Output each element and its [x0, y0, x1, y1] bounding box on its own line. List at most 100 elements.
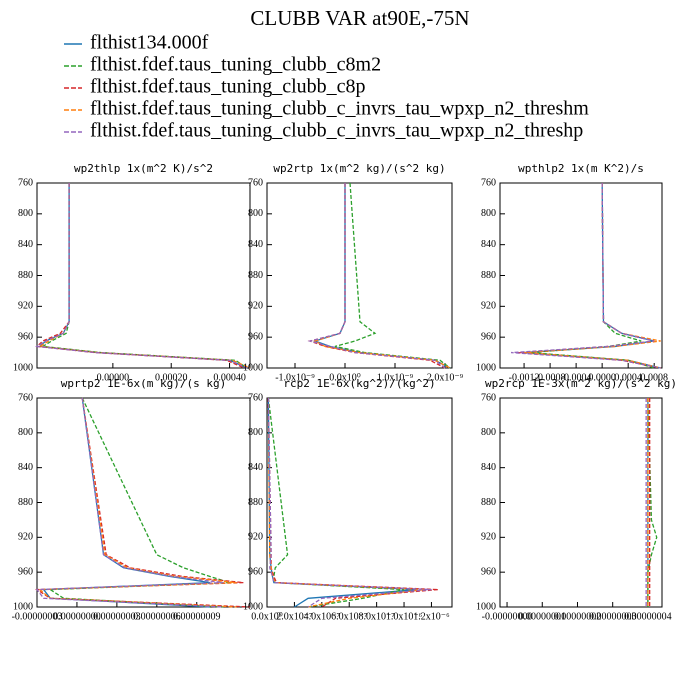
- x-tick-label: 2.0x10⁻⁷: [276, 611, 313, 622]
- y-tick-label: 1000: [243, 601, 263, 612]
- panel: wp2thlp 1x(m^2 K)/s^2 760 800 840 880 920 960 1…: [13, 162, 251, 383]
- plot-frame: [499, 182, 663, 369]
- y-tick-label: 760: [481, 177, 496, 188]
- y-tick-label: 880: [18, 497, 33, 508]
- y-tick-label: 960: [481, 566, 496, 577]
- profile-line: [35, 183, 248, 369]
- profile-line: [511, 182, 661, 369]
- y-tick-label: 840: [481, 462, 496, 473]
- profile-line: [267, 397, 418, 608]
- x-tick-label: 0.00000003: [93, 611, 141, 622]
- y-tick-label: 960: [248, 331, 263, 342]
- y-tick-label: 920: [481, 301, 496, 312]
- y-tick-label: 920: [18, 532, 33, 543]
- x-tick-label: 0.00020: [155, 372, 188, 383]
- panel: wp2rcp 1E-3x(m^2 kg)/(s^2 kg) 760 800 840 88…: [476, 377, 677, 622]
- y-tick-label: 1000: [13, 601, 33, 612]
- profile-line: [313, 183, 451, 369]
- y-tick-label: 960: [248, 566, 263, 577]
- y-tick-label: 840: [18, 239, 33, 250]
- panel-title: wprtp2 1E-6x(m kg)/(s kg): [61, 377, 227, 390]
- x-tick-label: 0.0x10⁰: [329, 372, 361, 383]
- x-tick-label: 2.0x10⁻⁹: [427, 372, 464, 383]
- x-tick-label: 0.00000002: [554, 611, 602, 622]
- y-tick-label: 880: [18, 270, 33, 281]
- profile-line: [267, 397, 405, 608]
- x-tick-label: 4.0x10⁻⁷: [304, 611, 341, 622]
- profile-line: [48, 397, 231, 608]
- x-tick-label: 1.2x10⁻⁶: [413, 611, 450, 622]
- profile-line: [37, 397, 237, 608]
- panel: wpthlp2 1x(m K^2)/s 760 800 840 880 920 960 100…: [476, 162, 668, 383]
- y-tick-label: 1000: [476, 601, 496, 612]
- x-tick-label: 1.0x10⁻⁹: [377, 372, 414, 383]
- legend-label: flthist.fdef.taus_tuning_clubb_c_invrs_t…: [90, 120, 583, 142]
- legend-label: flthist134.000f: [90, 32, 209, 54]
- profile-line: [38, 183, 248, 369]
- profile-line: [35, 397, 224, 608]
- profile-line: [37, 183, 251, 369]
- y-tick-label: 840: [248, 239, 263, 250]
- profile-line: [334, 182, 451, 369]
- x-tick-label: 0.00000003: [589, 611, 637, 622]
- panel-title: wp2rtp 1x(m^2 kg)/(s^2 kg): [273, 162, 445, 175]
- x-tick-label: 0.0004: [614, 372, 642, 383]
- y-tick-label: 800: [18, 208, 33, 219]
- x-tick-label: 0.0008: [640, 372, 668, 383]
- y-tick-label: 880: [481, 270, 496, 281]
- x-tick-label: 0.00000006: [133, 611, 181, 622]
- x-tick-label: -0.0012: [509, 372, 540, 383]
- x-tick-label: -0.0008: [535, 372, 566, 383]
- x-tick-label: -0.00000003: [12, 611, 63, 622]
- profile-line: [530, 182, 655, 369]
- x-tick-label: 0.00000000: [53, 611, 101, 622]
- y-tick-label: 920: [481, 532, 496, 543]
- panel: rcp2 1E-6x(kg^2)/(kg^2) 760 800 840 880 920 96…: [243, 377, 453, 622]
- x-tick-label: -0.0004: [561, 372, 592, 383]
- y-tick-label: 960: [18, 331, 33, 342]
- profile-line: [312, 183, 451, 369]
- y-tick-label: 1000: [13, 362, 33, 373]
- y-tick-label: 800: [481, 427, 496, 438]
- x-tick-label: 0.0x10⁰: [251, 611, 283, 622]
- panels: wp2thlp 1x(m^2 K)/s^2 760 800 840 880 920 960 1…: [12, 162, 677, 622]
- profile-line: [42, 397, 211, 608]
- profile-line: [34, 397, 251, 608]
- figure-title: CLUBB VAR at90E,-75N: [250, 6, 469, 30]
- y-tick-label: 880: [248, 497, 263, 508]
- plot-frame: [266, 182, 453, 369]
- y-tick-label: 800: [481, 208, 496, 219]
- y-tick-label: 760: [18, 392, 33, 403]
- y-tick-label: 760: [248, 177, 263, 188]
- profile-line: [267, 397, 425, 608]
- panel-title: wpthlp2 1x(m K^2)/s: [518, 162, 644, 175]
- x-tick-label: 6.0x10⁻⁷: [331, 611, 368, 622]
- x-tick-label: 1.0x10⁻⁶: [386, 611, 423, 622]
- x-tick-label: -1.0x10⁻⁹: [275, 372, 315, 383]
- panel-title: rcp2 1E-6x(kg^2)/(kg^2): [283, 377, 435, 390]
- y-tick-label: 840: [481, 239, 496, 250]
- panel: wp2rtp 1x(m^2 kg)/(s^2 kg) 760 800 840 880 92…: [243, 162, 464, 383]
- y-tick-label: 1000: [476, 362, 496, 373]
- plot-frame: [36, 397, 251, 608]
- y-tick-label: 840: [248, 462, 263, 473]
- y-tick-label: 1000: [243, 362, 263, 373]
- y-tick-label: 960: [481, 331, 496, 342]
- x-tick-label: 0.00000004: [624, 611, 672, 622]
- y-tick-label: 920: [18, 301, 33, 312]
- legend: flthist134.000fflthist.fdef.taus_tuning_…: [64, 32, 589, 142]
- x-tick-label: 0.00040: [213, 372, 246, 383]
- x-tick-label: 0.00000009: [173, 611, 221, 622]
- x-tick-label: -0.00000000: [482, 611, 533, 622]
- legend-label: flthist.fdef.taus_tuning_clubb_c8m2: [90, 54, 381, 76]
- y-tick-label: 960: [18, 566, 33, 577]
- y-tick-label: 800: [248, 427, 263, 438]
- y-tick-label: 880: [481, 497, 496, 508]
- x-tick-label: 0.0000: [588, 372, 616, 383]
- profile-line: [307, 183, 446, 369]
- y-tick-label: 880: [248, 270, 263, 281]
- y-tick-label: 760: [248, 392, 263, 403]
- y-tick-label: 800: [248, 208, 263, 219]
- plot-frame: [266, 397, 453, 608]
